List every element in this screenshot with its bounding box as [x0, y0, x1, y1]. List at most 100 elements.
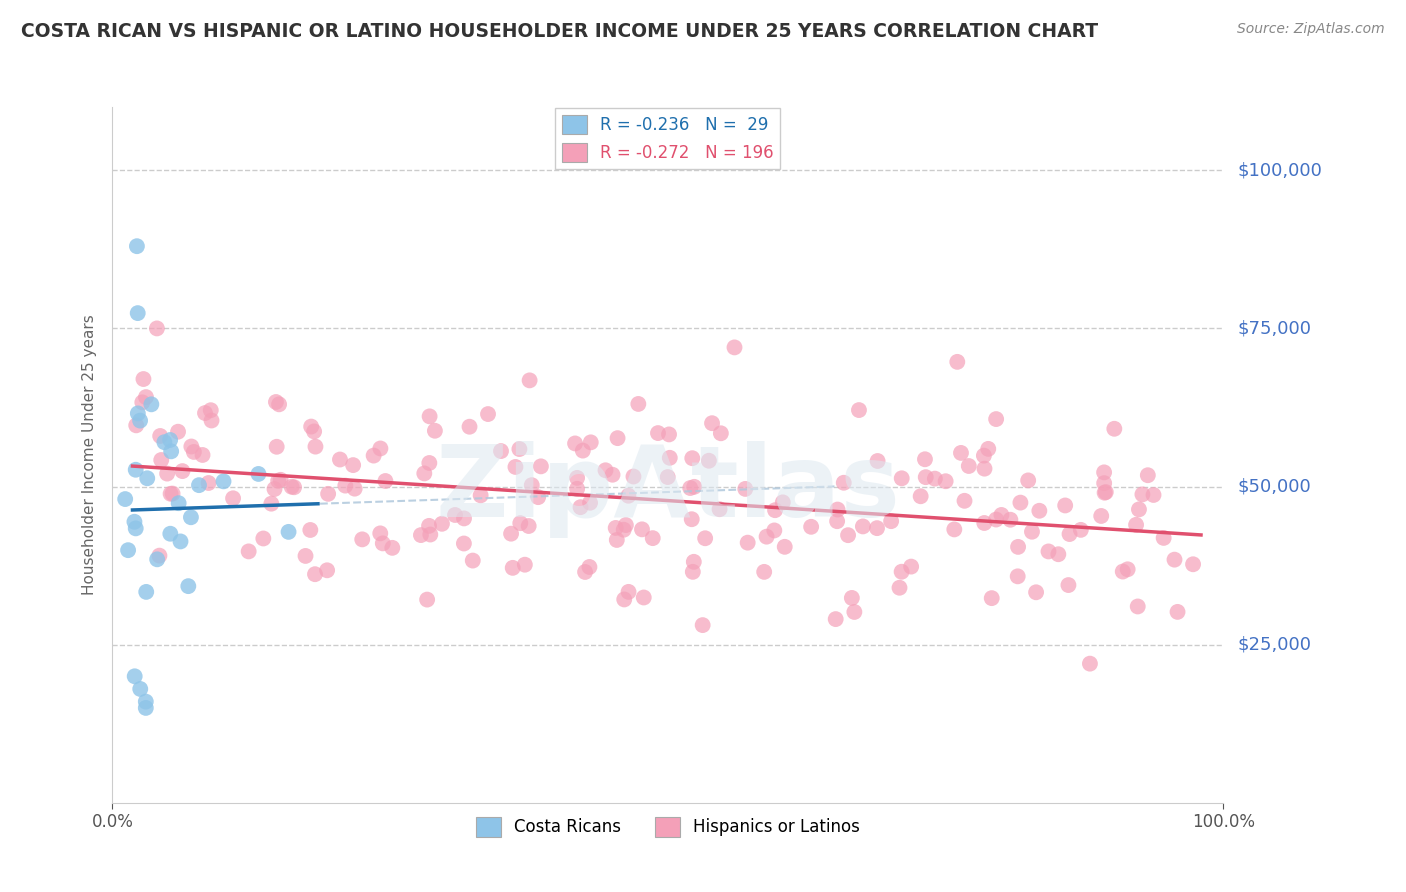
Point: [709, 502, 731, 516]
Point: [957, 458, 980, 473]
Point: [159, 487, 181, 501]
Point: [633, 591, 655, 605]
Point: [679, 481, 702, 495]
Point: [695, 531, 717, 545]
Point: [416, 592, 439, 607]
Point: [605, 521, 627, 535]
Point: [700, 416, 723, 430]
Point: [641, 531, 664, 545]
Point: [613, 592, 636, 607]
Point: [824, 612, 846, 626]
Point: [683, 480, 706, 494]
Point: [973, 461, 995, 475]
Point: [754, 565, 776, 579]
Point: [710, 426, 733, 441]
Point: [973, 516, 995, 530]
Point: [172, 464, 194, 478]
Point: [489, 444, 512, 458]
Point: [617, 489, 640, 503]
Point: [564, 436, 586, 450]
Point: [565, 482, 588, 496]
Point: [505, 459, 527, 474]
Point: [1163, 552, 1185, 566]
Point: [1054, 499, 1077, 513]
Point: [508, 442, 530, 456]
Point: [238, 544, 260, 558]
Point: [1126, 599, 1149, 614]
Point: [890, 471, 912, 485]
Point: [800, 520, 823, 534]
Point: [127, 406, 149, 420]
Point: [613, 523, 636, 537]
Point: [200, 403, 222, 417]
Point: [135, 585, 157, 599]
Point: [1132, 487, 1154, 501]
Point: [914, 452, 936, 467]
Point: [569, 500, 592, 515]
Point: [247, 467, 270, 481]
Point: [266, 440, 288, 454]
Point: [841, 591, 863, 605]
Point: [129, 681, 152, 696]
Point: [127, 306, 149, 320]
Point: [381, 541, 404, 555]
Point: [423, 424, 446, 438]
Point: [419, 409, 441, 424]
Point: [935, 474, 957, 488]
Point: [889, 581, 911, 595]
Point: [135, 695, 157, 709]
Point: [1000, 513, 1022, 527]
Point: [866, 454, 889, 468]
Point: [1017, 474, 1039, 488]
Point: [267, 397, 291, 411]
Point: [697, 454, 720, 468]
Point: [304, 440, 326, 454]
Point: [527, 490, 550, 504]
Point: [264, 395, 287, 409]
Point: [682, 565, 704, 579]
Point: [1025, 585, 1047, 599]
Point: [146, 321, 169, 335]
Point: [444, 508, 467, 522]
Point: [183, 445, 205, 459]
Point: [1090, 508, 1112, 523]
Point: [419, 527, 441, 541]
Point: [150, 453, 173, 467]
Point: [1104, 422, 1126, 436]
Point: [267, 474, 290, 488]
Point: [848, 403, 870, 417]
Point: [606, 431, 628, 445]
Point: [682, 555, 704, 569]
Text: $25,000: $25,000: [1237, 636, 1312, 654]
Point: [734, 482, 756, 496]
Point: [1142, 488, 1164, 502]
Point: [755, 530, 778, 544]
Point: [146, 552, 169, 566]
Point: [900, 559, 922, 574]
Point: [461, 553, 484, 567]
Point: [409, 528, 432, 542]
Point: [212, 475, 235, 489]
Point: [129, 414, 152, 428]
Point: [352, 533, 374, 547]
Point: [1094, 485, 1116, 500]
Point: [574, 565, 596, 579]
Point: [578, 560, 600, 574]
Point: [657, 470, 679, 484]
Text: COSTA RICAN VS HISPANIC OR LATINO HOUSEHOLDER INCOME UNDER 25 YEARS CORRELATION : COSTA RICAN VS HISPANIC OR LATINO HOUSEH…: [21, 22, 1098, 41]
Point: [430, 516, 453, 531]
Y-axis label: Householder Income Under 25 years: Householder Income Under 25 years: [82, 315, 97, 595]
Point: [924, 472, 946, 486]
Point: [1070, 523, 1092, 537]
Point: [513, 558, 536, 572]
Point: [990, 508, 1012, 522]
Point: [1116, 562, 1139, 576]
Point: [167, 496, 190, 510]
Point: [866, 521, 889, 535]
Point: [880, 514, 903, 528]
Point: [124, 515, 146, 529]
Point: [773, 540, 796, 554]
Point: [763, 524, 786, 538]
Point: [180, 440, 202, 454]
Point: [984, 512, 1007, 526]
